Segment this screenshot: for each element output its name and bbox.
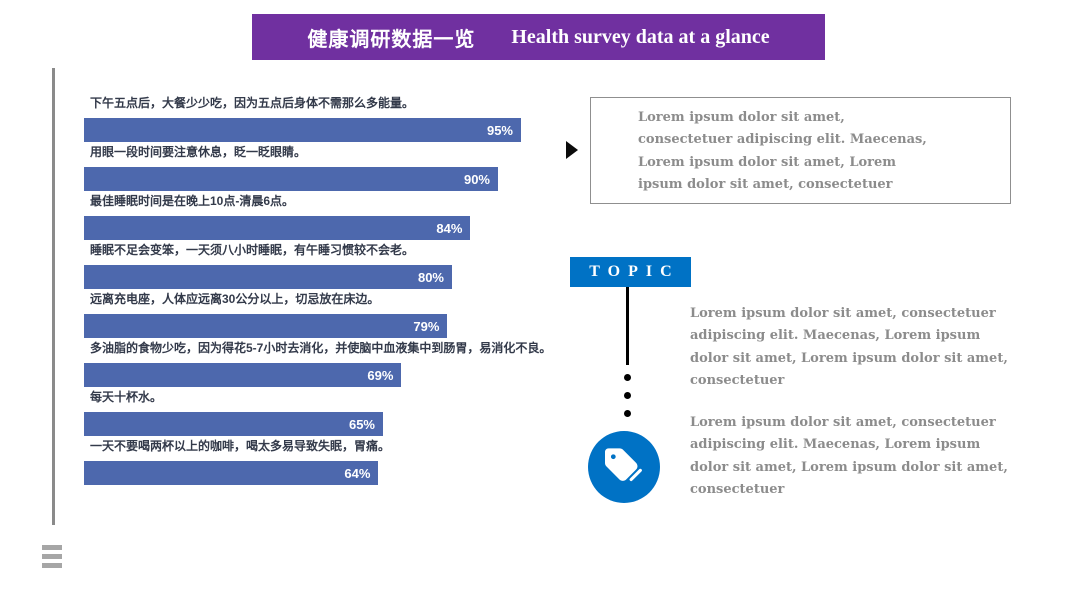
- tag-icon: [605, 446, 643, 489]
- bar-row: 远离充电座，人体应远离30公分以上，切忌放在床边。 79%: [84, 291, 544, 338]
- bar-value-label: 65%: [348, 416, 375, 432]
- bar-row: 多油脂的食物少吃，因为得花5-7小时去消化，并使脑中血液集中到肠胃，易消化不良。…: [84, 340, 552, 387]
- bar-track: 80%: [84, 265, 544, 289]
- topic-paragraph-1: Lorem ipsum dolor sit amet, consectetuer…: [690, 306, 1008, 389]
- bar-label: 用眼一段时间要注意休息，眨一眨眼睛。: [90, 145, 307, 159]
- bar-label: 睡眠不足会变笨，一天须八小时睡眠，有午睡习惯较不会老。: [90, 243, 415, 257]
- bar-label: 每天十杯水。: [90, 390, 163, 404]
- topic-badge: TOPIC: [570, 257, 691, 287]
- callout-box: Lorem ipsum dolor sit amet, consectetuer…: [590, 97, 1011, 204]
- bar-row: 最佳睡眠时间是在晚上10点-清晨6点。 84%: [84, 193, 544, 240]
- bar-track: 95%: [84, 118, 544, 142]
- header-banner: 健康调研数据一览 Health survey data at a glance: [252, 14, 825, 60]
- bar-label: 最佳睡眠时间是在晚上10点-清晨6点。: [90, 194, 295, 208]
- callout-text: Lorem ipsum dolor sit amet, consectetuer…: [638, 110, 927, 193]
- bar-track: 84%: [84, 216, 544, 240]
- bar-value-label: 64%: [344, 465, 371, 481]
- bar-track: 90%: [84, 167, 544, 191]
- bar-fill: 90%: [84, 167, 498, 191]
- page-title-en: Health survey data at a glance: [511, 25, 770, 48]
- bar-fill: 84%: [84, 216, 471, 240]
- bar-value-label: 69%: [367, 367, 394, 383]
- bar-value-label: 79%: [413, 318, 440, 334]
- bar-fill: 64%: [84, 461, 379, 485]
- bar-row: 睡眠不足会变笨，一天须八小时睡眠，有午睡习惯较不会老。 80%: [84, 242, 544, 289]
- bar-label: 下午五点后，大餐少少吃，因为五点后身体不需那么多能量。: [90, 96, 415, 110]
- connector-dot: [624, 410, 631, 417]
- bar-track: 65%: [84, 412, 544, 436]
- bar-track: 64%: [84, 461, 544, 485]
- bar-chart: 下午五点后，大餐少少吃，因为五点后身体不需那么多能量。 95% 用眼一段时间要注…: [84, 95, 552, 487]
- bar-track: 69%: [84, 363, 544, 387]
- bar-fill: 79%: [84, 314, 448, 338]
- connector-dot: [624, 374, 631, 381]
- bar-track: 79%: [84, 314, 544, 338]
- bar-row: 每天十杯水。 65%: [84, 389, 544, 436]
- page-title-zh: 健康调研数据一览: [307, 28, 476, 51]
- topic-paragraph-2: Lorem ipsum dolor sit amet, consectetuer…: [690, 415, 1008, 498]
- bar-value-label: 90%: [463, 171, 490, 187]
- bar-row: 一天不要喝两杯以上的咖啡，喝太多易导致失眠，胃痛。 64%: [84, 438, 544, 485]
- bar-fill: 80%: [84, 265, 452, 289]
- bar-fill: 65%: [84, 412, 383, 436]
- bar-value-label: 84%: [436, 220, 463, 236]
- bar-label: 一天不要喝两杯以上的咖啡，喝太多易导致失眠，胃痛。: [90, 439, 391, 453]
- bar-row: 下午五点后，大餐少少吃，因为五点后身体不需那么多能量。 95%: [84, 95, 544, 142]
- bar-value-label: 80%: [417, 269, 444, 285]
- bar-fill: 69%: [84, 363, 402, 387]
- bar-label: 多油脂的食物少吃，因为得花5-7小时去消化，并使脑中血液集中到肠胃，易消化不良。: [90, 341, 552, 355]
- menu-lines-icon: [42, 545, 62, 572]
- right-triangle-icon: [566, 141, 578, 159]
- topic-connector-line: [626, 287, 629, 365]
- bar-fill: 95%: [84, 118, 521, 142]
- connector-dot: [624, 392, 631, 399]
- tag-circle-badge: [588, 431, 660, 503]
- bar-label: 远离充电座，人体应远离30公分以上，切忌放在床边。: [90, 292, 380, 306]
- left-divider-line: [52, 68, 55, 525]
- bar-row: 用眼一段时间要注意休息，眨一眨眼睛。 90%: [84, 144, 544, 191]
- bar-value-label: 95%: [486, 122, 513, 138]
